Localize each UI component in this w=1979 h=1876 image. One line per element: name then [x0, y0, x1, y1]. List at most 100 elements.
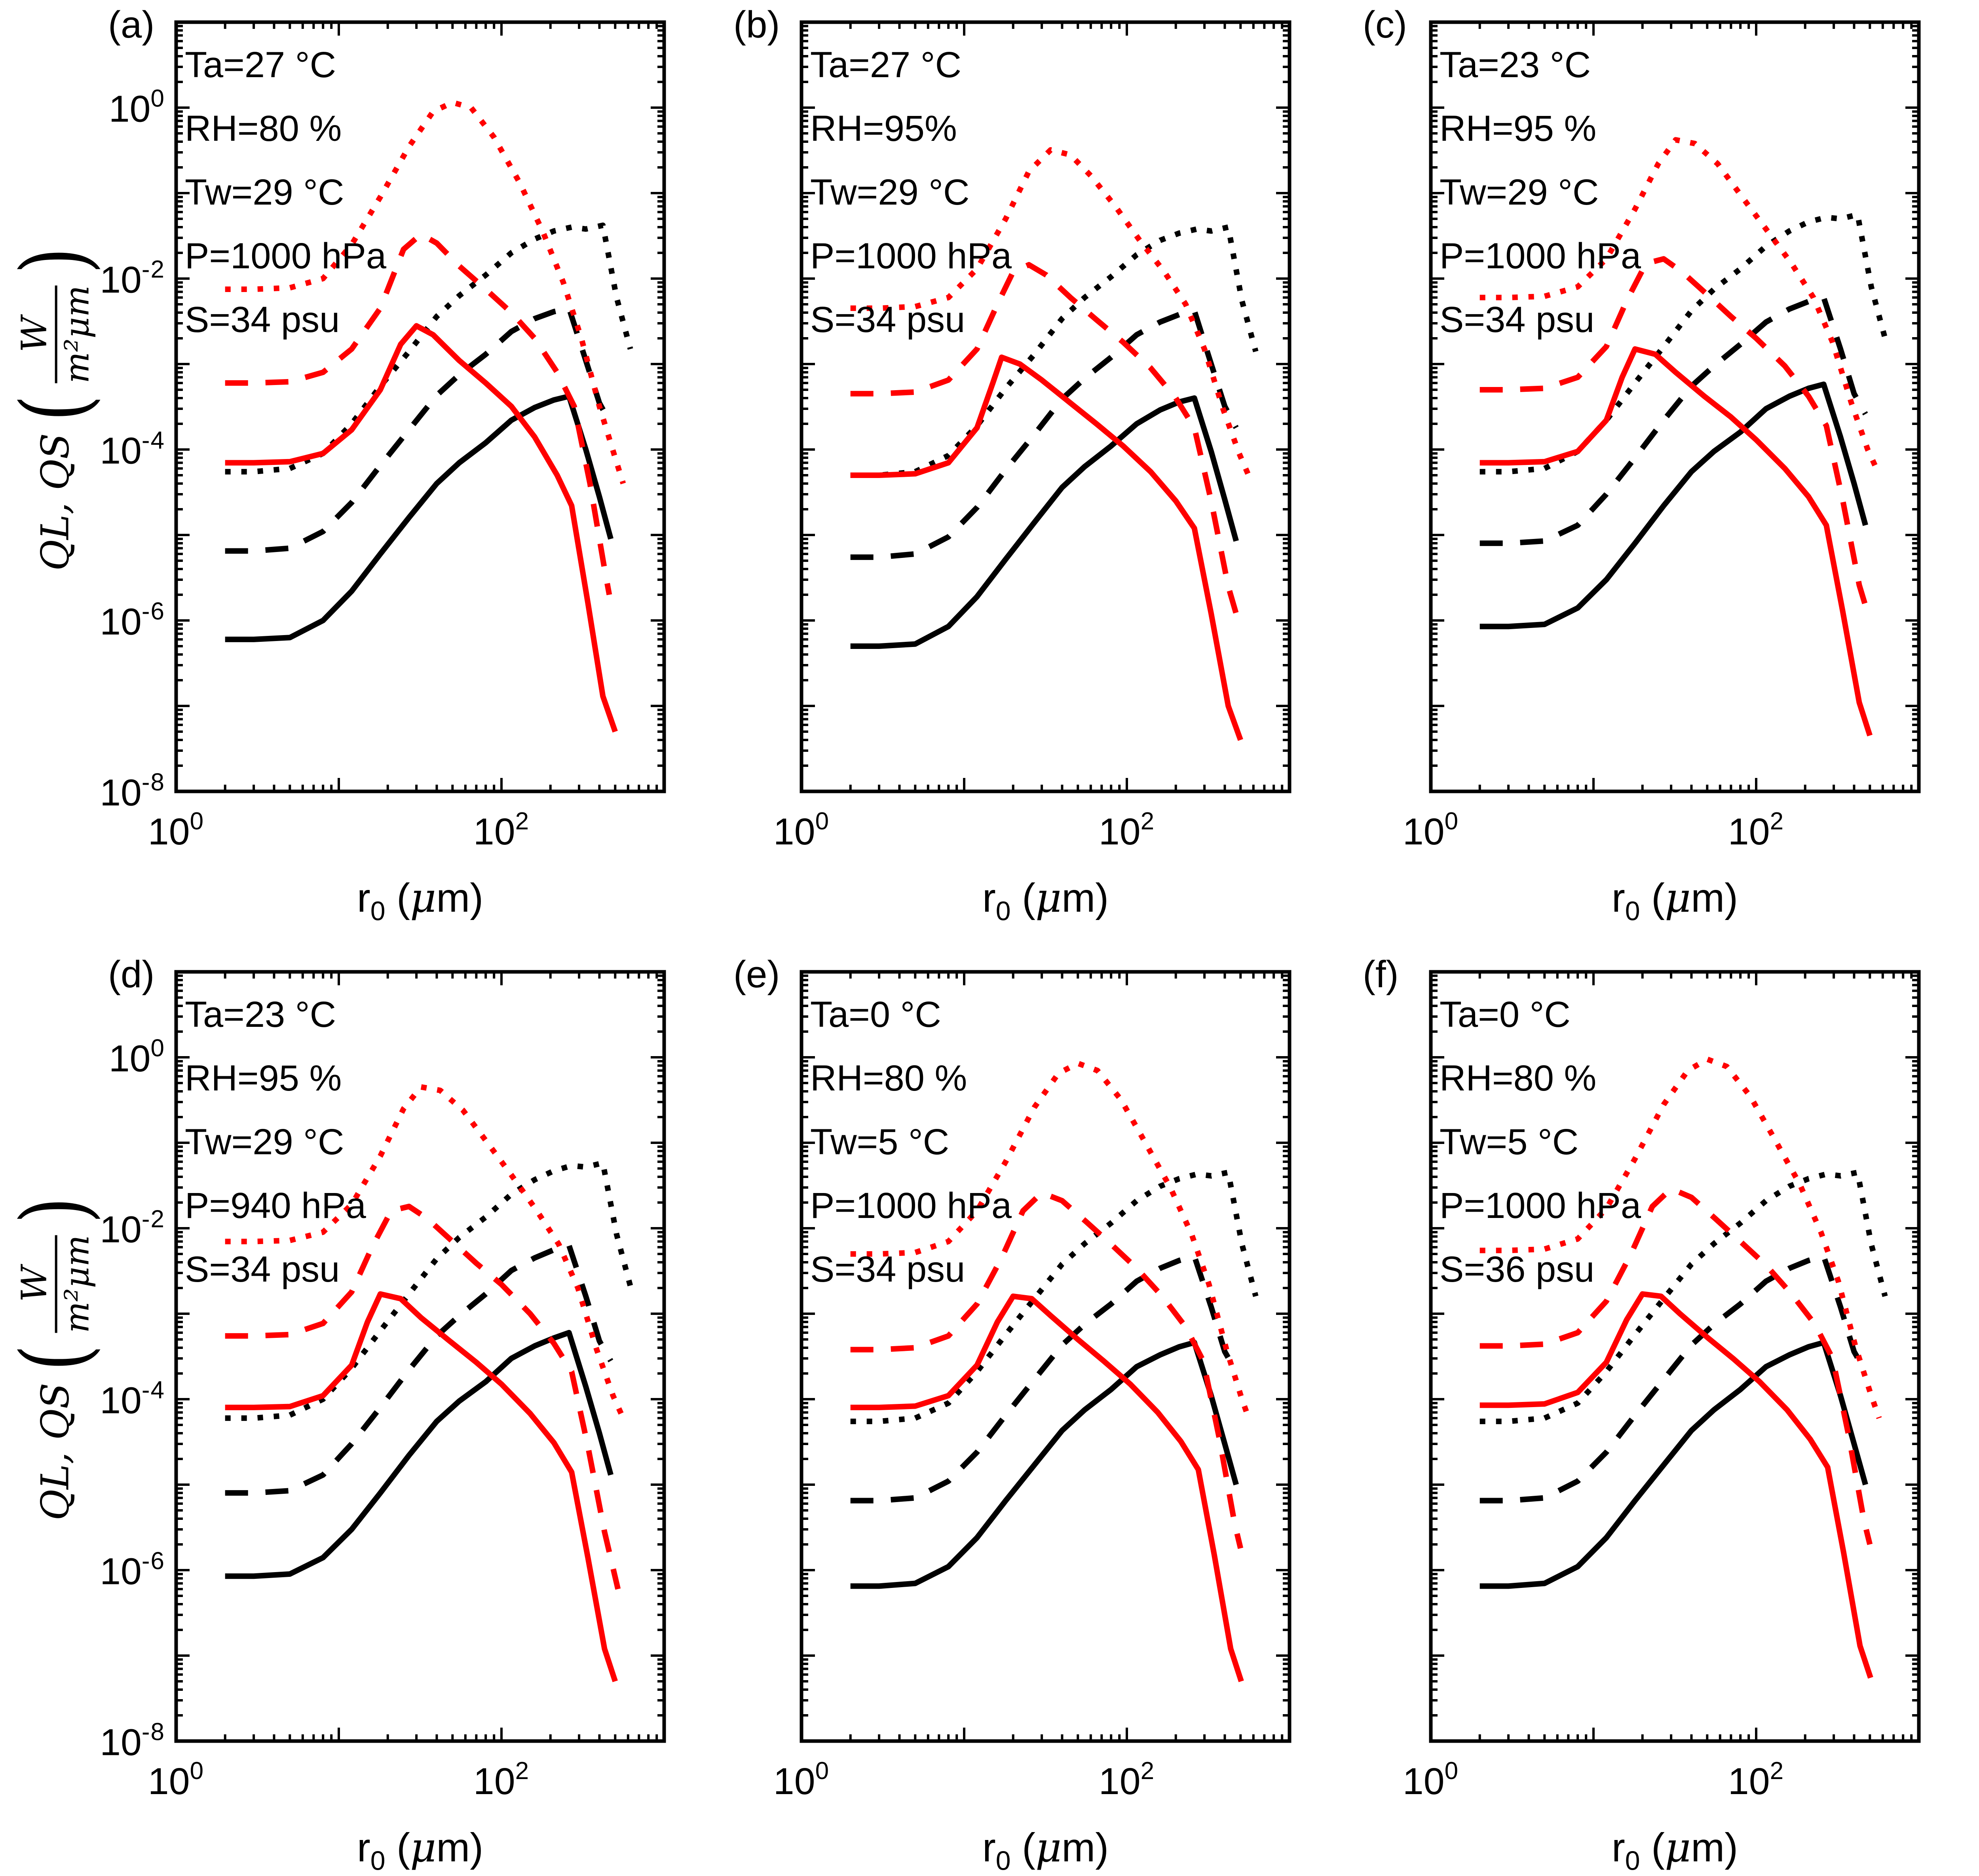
curve-ql-u10-5m-s	[225, 1291, 618, 1683]
ylabel-denominator: m²μm	[58, 1235, 97, 1333]
x-tick-label: 102	[1728, 1757, 1784, 1803]
curve-qs-u10-5m-s	[850, 1339, 1239, 1589]
curve-qs-u10-20m-s	[850, 224, 1259, 478]
panel-letter: (a)	[108, 4, 155, 46]
xlabel-close: m)	[436, 1825, 484, 1870]
fraction-bar	[55, 285, 58, 383]
y-tick-label: 10-4	[100, 427, 165, 473]
panel-annotation: P=1000 hPa	[185, 236, 387, 276]
tick-exponent: 2	[1140, 808, 1155, 835]
y-tick-label: 10-2	[100, 256, 165, 302]
tick-base: 10	[100, 1550, 142, 1593]
panel-annotation: S=34 psu	[810, 1249, 965, 1290]
panel-annotation: Ta=0 °C	[810, 994, 941, 1035]
axes-frame	[174, 20, 666, 793]
curve-ql-u10-10m-s	[1480, 1186, 1873, 1545]
curve-ql-u10-5m-s	[850, 354, 1243, 741]
tick-base: 10	[148, 1760, 190, 1802]
axes-frame	[800, 970, 1291, 1743]
xlabel-open: (	[1010, 1825, 1035, 1870]
panel-letter: (c)	[1363, 4, 1407, 46]
tick-exponent: 2	[1770, 808, 1785, 835]
panel-annotation: RH=80 %	[1440, 1058, 1597, 1098]
axes-frame	[1429, 20, 1921, 793]
tick-base: 10	[773, 1760, 815, 1802]
x-tick-label: 100	[1403, 1757, 1459, 1803]
curve-qs-u10-10m-s	[225, 1242, 613, 1496]
panel-annotation: P=1000 hPa	[1440, 1186, 1641, 1226]
tick-base: 10	[473, 811, 515, 853]
tick-base: 10	[100, 772, 142, 814]
plot-panel-f	[1429, 970, 1921, 1743]
xlabel-symbol: r	[357, 1825, 370, 1870]
curve-ql-u10-10m-s	[225, 231, 612, 596]
tick-base: 10	[1402, 1760, 1445, 1802]
xlabel-open: (	[1640, 875, 1665, 920]
mu-symbol: μ	[1035, 874, 1062, 922]
panel-annotation: Ta=23 °C	[1440, 45, 1591, 85]
axes-frame	[1429, 970, 1921, 1743]
plot-panel-a	[174, 20, 666, 793]
panel-annotation: Tw=29 °C	[185, 1122, 344, 1162]
curve-qs-u10-10m-s	[850, 1253, 1239, 1504]
curve-ql-u10-10m-s	[1480, 256, 1870, 612]
curve-qs-u10-5m-s	[225, 393, 613, 642]
tick-exponent: 2	[1770, 1757, 1785, 1785]
ylabel-prefix: QL, QS	[33, 433, 78, 571]
xlabel-subscript: 0	[370, 896, 386, 926]
tick-base: 10	[100, 601, 142, 643]
panel-annotation: P=1000 hPa	[810, 236, 1012, 276]
curve-qs-u10-5m-s	[225, 1330, 613, 1579]
xlabel-open: (	[385, 875, 410, 920]
tick-base: 10	[100, 1208, 142, 1251]
y-tick-label: 10-8	[100, 1718, 165, 1764]
axes-frame	[174, 970, 666, 1743]
panel-annotation: RH=95 %	[1440, 108, 1597, 149]
x-tick-label: 102	[473, 1757, 530, 1803]
tick-exponent: 0	[150, 1034, 165, 1062]
x-tick-label: 102	[1099, 807, 1155, 854]
curve-ql-u10-10m-s	[850, 1190, 1244, 1549]
axes-frame	[800, 20, 1291, 793]
y-tick-label: 10-2	[100, 1205, 165, 1252]
y-tick-label: 10-4	[100, 1376, 165, 1423]
x-tick-label: 100	[773, 1757, 830, 1803]
plot-panel-d	[174, 970, 666, 1743]
curve-qs-u10-10m-s	[1480, 294, 1868, 546]
x-axis-label: r0 (μm)	[357, 874, 483, 926]
panel-annotation: P=1000 hPa	[1440, 236, 1641, 276]
plot-panel-b	[800, 20, 1291, 793]
panel-annotation: RH=95 %	[185, 1058, 342, 1098]
curve-qs-u10-5m-s	[1480, 381, 1868, 630]
curve-qs-u10-5m-s	[1480, 1339, 1868, 1589]
tick-exponent: 2	[515, 808, 530, 835]
ylabel-numerator: W	[13, 316, 55, 353]
curve-ql-u10-5m-s	[1480, 1291, 1873, 1679]
x-axis-label: r0 (μm)	[1612, 874, 1738, 926]
tick-exponent: -6	[141, 1547, 165, 1575]
curve-ql-u10-5m-s	[1480, 346, 1873, 737]
tick-base: 10	[473, 1760, 515, 1802]
tick-base: 10	[1098, 811, 1141, 853]
panel-annotation: Tw=5 °C	[1440, 1122, 1579, 1162]
panel-annotation: S=34 psu	[185, 300, 340, 340]
y-tick-label: 100	[109, 1034, 165, 1081]
plot-panel-e	[800, 970, 1291, 1743]
tick-base: 10	[1098, 1760, 1141, 1802]
ylabel-denominator: m²μm	[58, 285, 97, 383]
tick-exponent: 0	[815, 1757, 830, 1785]
tick-exponent: 0	[1444, 1757, 1459, 1785]
tick-exponent: 0	[190, 1757, 205, 1785]
xlabel-subscript: 0	[995, 896, 1011, 926]
xlabel-symbol: r	[357, 875, 370, 920]
xlabel-close: m)	[1691, 875, 1738, 920]
curve-qs-u10-10m-s	[225, 305, 613, 554]
panel-annotation: RH=80 %	[810, 1058, 967, 1098]
panel-letter: (e)	[733, 953, 780, 996]
xlabel-open: (	[385, 1825, 410, 1870]
xlabel-open: (	[1010, 875, 1035, 920]
mu-symbol: μ	[1035, 1824, 1062, 1871]
tick-base: 10	[1728, 1760, 1770, 1802]
